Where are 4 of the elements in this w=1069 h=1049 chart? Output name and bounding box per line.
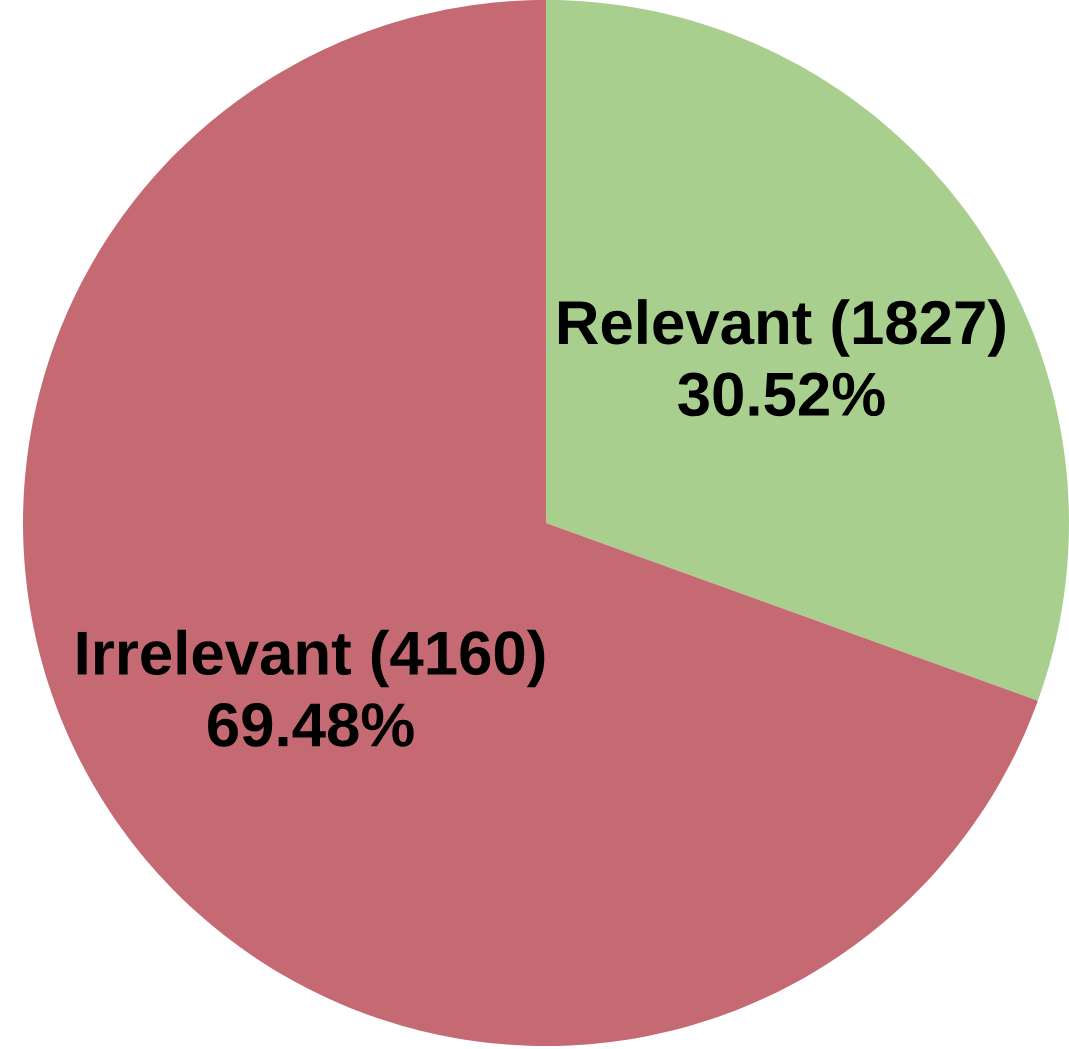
data-label: 30.52% — [678, 372, 885, 417]
slice-label: Relevant (1827) — [558, 299, 1005, 357]
data-label: 69.48% — [208, 703, 414, 747]
slice-label: Irrelevant (4160) — [77, 629, 545, 688]
